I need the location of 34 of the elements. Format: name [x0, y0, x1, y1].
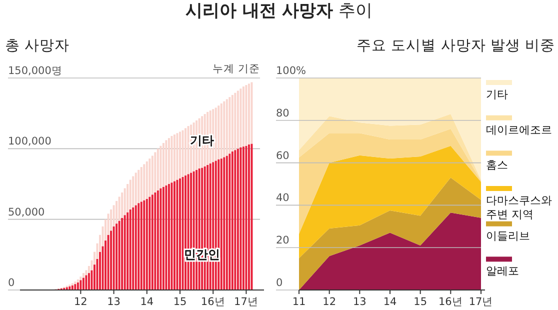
legend-label: 데이르에조르 — [486, 123, 552, 136]
chart-subtitle: 주요 도시별 사망자 발생 비중 — [356, 38, 555, 54]
legend-label: 이들리브 — [486, 229, 530, 242]
y-tick-label: 100% — [276, 65, 306, 77]
text: 누계 기준 — [212, 63, 260, 75]
y-tick-label: 150,000명 — [8, 65, 62, 77]
x-tick-label: 16년 — [200, 296, 226, 308]
x-tick-label: 12 — [322, 296, 336, 308]
x-tick-label: 15 — [173, 296, 187, 308]
x-tick-label: 15 — [414, 296, 428, 308]
legend-label: 다마스쿠스와 주변 지역 — [486, 194, 552, 221]
y-tick-label: 40 — [276, 192, 290, 204]
x-tick-label: 11 — [292, 296, 306, 308]
y-tick-label: 0 — [8, 277, 15, 289]
x-tick-label: 17년 — [468, 296, 494, 308]
legend-label: 홈스 — [486, 158, 508, 172]
chart-subtitle: 총 사망자 — [5, 38, 70, 54]
y-tick-label: 100,000 — [8, 136, 52, 148]
series-label: 기타 — [190, 133, 214, 148]
legend-label: 기타 — [486, 88, 508, 101]
y-tick-label: 80 — [276, 107, 290, 120]
x-tick-label: 13 — [107, 296, 120, 308]
x-tick-label: 12 — [74, 296, 88, 308]
x-tick-label: 16년 — [438, 296, 463, 308]
y-tick-label: 20 — [276, 234, 290, 247]
legend-label: 알레포 — [486, 264, 519, 278]
chart-title: 시리아 내전 사망자 추이 — [185, 1, 373, 21]
y-tick-label: 60 — [276, 150, 290, 162]
y-tick-label: 50,000 — [8, 206, 45, 218]
x-tick-label: 13 — [352, 296, 366, 308]
x-tick-label: 14 — [140, 296, 154, 308]
y-tick-label: 0 — [276, 277, 283, 289]
x-tick-label: 14 — [383, 296, 397, 308]
x-tick-label: 17년 — [234, 296, 258, 308]
